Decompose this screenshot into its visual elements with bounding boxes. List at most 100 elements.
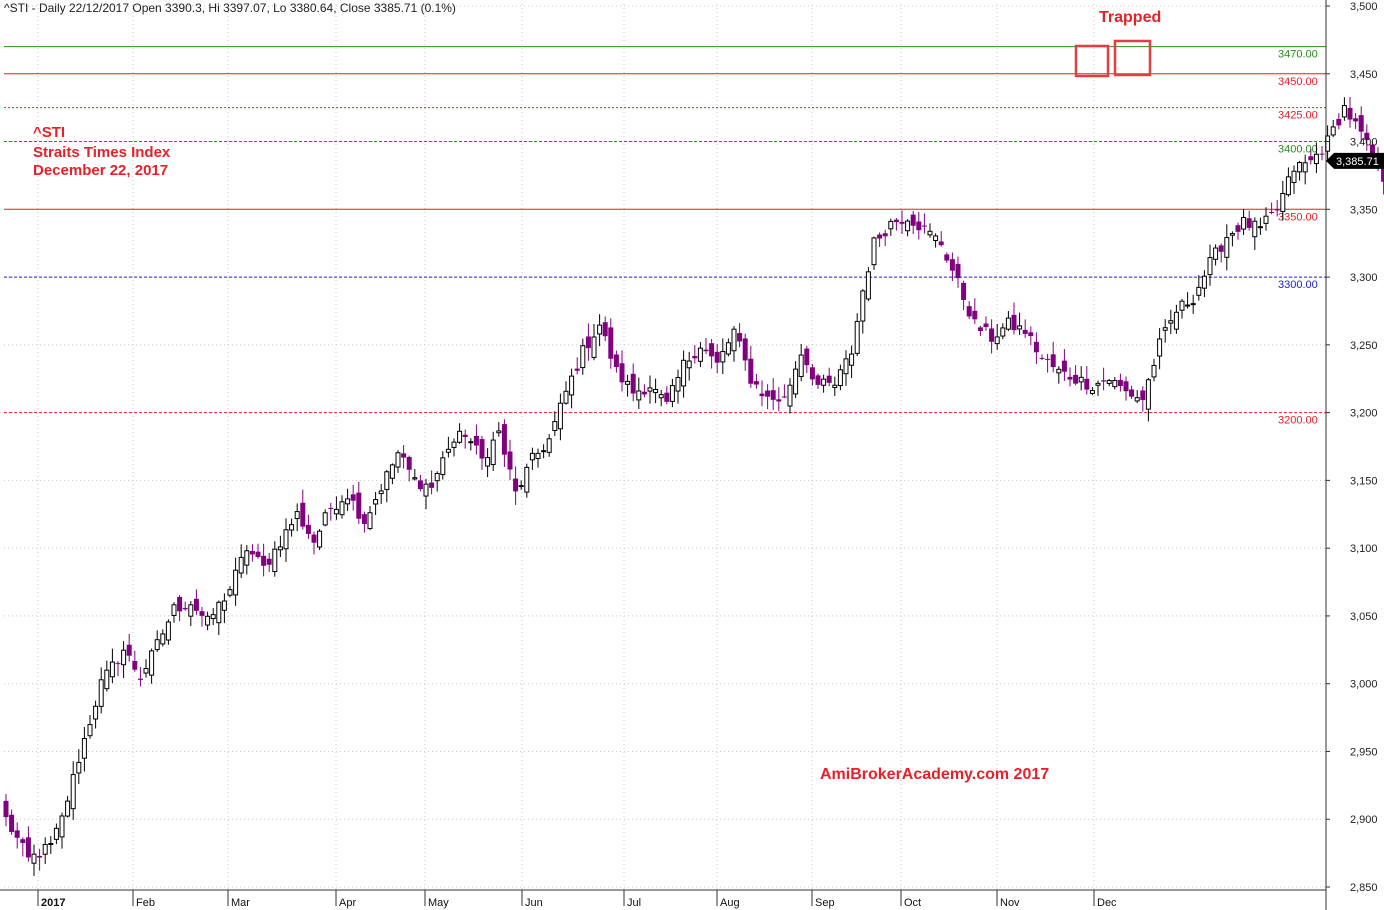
x-tick-label: 2017 xyxy=(41,897,65,909)
candle-body-up xyxy=(933,235,939,242)
candle-body-down xyxy=(574,368,580,371)
candle-body-up xyxy=(277,546,283,551)
candle-body-down xyxy=(20,839,26,844)
candle-body-up xyxy=(434,472,440,482)
level-label: 3350.00 xyxy=(1278,211,1318,223)
candle-body-down xyxy=(37,855,43,858)
last-close-marker xyxy=(1326,152,1384,169)
candle-body-down xyxy=(1101,380,1107,382)
level-label: 3470.00 xyxy=(1278,49,1318,61)
candle-body-down xyxy=(742,338,748,361)
x-tick-label: Nov xyxy=(1000,897,1020,909)
candle-body-up xyxy=(440,457,446,475)
candle-body-down xyxy=(429,482,435,488)
candle-body-up xyxy=(333,508,339,515)
candle-body-up xyxy=(389,464,395,479)
symbol-label: ^STI xyxy=(33,124,66,141)
y-tick-label: 3,450 xyxy=(1350,69,1378,81)
candle-body-down xyxy=(1123,381,1129,392)
candle-body-up xyxy=(1280,192,1286,212)
candle-body-up xyxy=(104,669,110,690)
candle-body-down xyxy=(921,225,927,227)
x-tick-label: Dec xyxy=(1097,897,1117,909)
candle-body-down xyxy=(770,390,776,400)
candle-body-down xyxy=(1364,132,1370,140)
y-tick-label: 2,950 xyxy=(1350,746,1378,758)
y-tick-label: 3,050 xyxy=(1350,611,1378,623)
candle-body-down xyxy=(1308,156,1314,161)
candle-body-down xyxy=(1022,329,1028,334)
level-label: 3400.00 xyxy=(1278,144,1318,156)
candle-body-up xyxy=(1095,382,1101,386)
candle-body-up xyxy=(485,457,491,467)
candle-body-up xyxy=(87,724,93,737)
candle-body-up xyxy=(165,621,171,641)
candle-body-up xyxy=(1330,126,1336,136)
candle-body-down xyxy=(585,336,591,349)
candle-body-up xyxy=(1134,397,1140,402)
candle-body-down xyxy=(709,343,715,357)
candle-body-up xyxy=(143,668,149,674)
candle-body-down xyxy=(1039,357,1045,359)
candle-body-down xyxy=(989,328,995,342)
candle-body-down xyxy=(613,354,619,368)
candle-body-down xyxy=(261,555,267,566)
candle-body-down xyxy=(3,800,9,818)
candle-body-up xyxy=(412,477,418,480)
candle-body-down xyxy=(966,306,972,317)
candle-body-up xyxy=(216,601,222,624)
candle-body-up xyxy=(793,368,799,395)
candle-body-down xyxy=(944,254,950,261)
candle-body-down xyxy=(462,434,468,437)
candle-body-down xyxy=(1369,144,1375,158)
candle-body-up xyxy=(205,615,211,626)
candle-body-up xyxy=(1229,233,1235,236)
candle-body-down xyxy=(692,355,698,359)
candle-body-down xyxy=(1117,379,1123,387)
candle-body-up xyxy=(423,483,429,497)
candle-body-up xyxy=(860,290,866,322)
candle-body-down xyxy=(356,492,362,519)
candle-body-up xyxy=(546,438,552,453)
candle-body-down xyxy=(9,814,15,833)
candle-body-up xyxy=(109,661,115,678)
candle-body-up xyxy=(1089,390,1095,394)
candle-body-down xyxy=(305,524,311,534)
trapped-box xyxy=(1074,44,1110,78)
candle-body-up xyxy=(490,439,496,466)
candle-body-up xyxy=(535,452,541,460)
candle-body-down xyxy=(249,550,255,555)
candle-body-up xyxy=(233,569,239,596)
candle-body-down xyxy=(781,396,787,398)
candle-body-up xyxy=(849,353,855,366)
candle-body-up xyxy=(1257,226,1263,229)
candle-body-down xyxy=(961,282,967,300)
candle-body-down xyxy=(949,259,955,271)
candle-body-up xyxy=(1196,286,1202,296)
candle-body-up xyxy=(927,230,933,236)
index-name-label: Straits Times Index xyxy=(33,144,171,161)
candle-body-down xyxy=(479,439,485,459)
y-tick-label: 3,350 xyxy=(1350,204,1378,216)
candle-body-up xyxy=(317,530,323,548)
x-tick-label: Apr xyxy=(339,897,356,909)
candle-body-up xyxy=(1005,317,1011,330)
candle-body-up xyxy=(843,358,849,375)
candle-body-down xyxy=(882,233,888,237)
candle-body-up xyxy=(625,380,631,385)
candle-body-down xyxy=(417,480,423,490)
candle-body-down xyxy=(1050,354,1056,368)
candle-body-down xyxy=(1061,360,1067,372)
candle-body-up xyxy=(70,774,76,810)
trapped-boxes xyxy=(1074,39,1152,78)
candle-body-up xyxy=(720,351,726,363)
candle-body-down xyxy=(507,451,513,470)
candle-body-up xyxy=(283,529,289,550)
candle-body-up xyxy=(1241,216,1247,230)
candle-body-up xyxy=(31,853,37,864)
candle-body-down xyxy=(266,558,272,565)
candle-body-down xyxy=(983,323,989,327)
candle-body-down xyxy=(14,830,20,838)
x-tick-label: Sep xyxy=(815,897,835,909)
candle-body-down xyxy=(815,375,821,385)
